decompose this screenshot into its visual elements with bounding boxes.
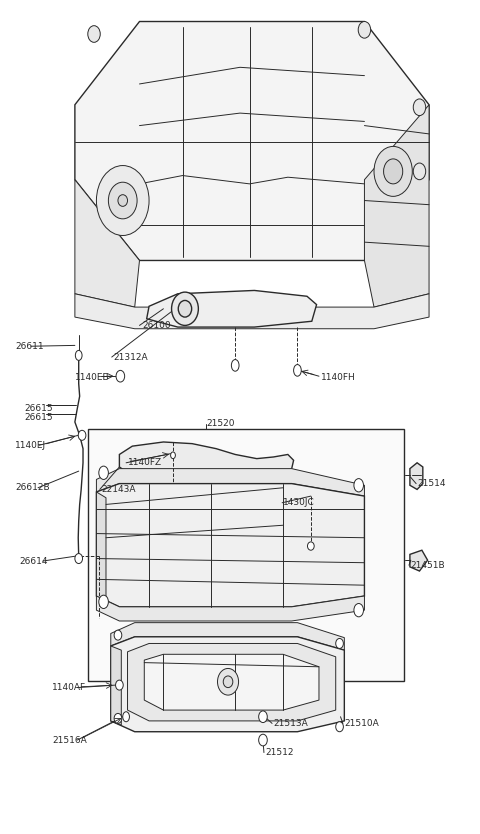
Ellipse shape bbox=[259, 734, 267, 746]
Text: 21512: 21512 bbox=[265, 748, 293, 757]
Ellipse shape bbox=[354, 604, 363, 617]
Ellipse shape bbox=[171, 292, 198, 325]
Text: 1140EB: 1140EB bbox=[75, 373, 109, 381]
Ellipse shape bbox=[123, 711, 130, 721]
Ellipse shape bbox=[336, 721, 343, 731]
Ellipse shape bbox=[259, 711, 267, 722]
Ellipse shape bbox=[99, 595, 108, 609]
Text: 21510A: 21510A bbox=[344, 719, 379, 728]
Polygon shape bbox=[96, 469, 364, 496]
Ellipse shape bbox=[170, 452, 175, 459]
Polygon shape bbox=[111, 637, 344, 731]
Ellipse shape bbox=[354, 479, 363, 492]
Ellipse shape bbox=[178, 300, 192, 317]
Ellipse shape bbox=[118, 194, 128, 206]
Polygon shape bbox=[147, 290, 317, 327]
Ellipse shape bbox=[374, 147, 412, 196]
Text: 1140AF: 1140AF bbox=[52, 683, 86, 692]
Text: 1140FH: 1140FH bbox=[322, 373, 356, 381]
Text: 21513A: 21513A bbox=[274, 719, 308, 728]
Text: 21520: 21520 bbox=[206, 420, 235, 428]
Text: 21451B: 21451B bbox=[410, 560, 444, 570]
Text: 26100: 26100 bbox=[142, 321, 170, 330]
Ellipse shape bbox=[114, 631, 122, 641]
Polygon shape bbox=[410, 463, 423, 490]
Text: 26615: 26615 bbox=[24, 404, 53, 413]
Ellipse shape bbox=[108, 182, 137, 219]
Text: 21516A: 21516A bbox=[52, 736, 87, 745]
Ellipse shape bbox=[413, 99, 426, 116]
Text: 1430JC: 1430JC bbox=[283, 498, 315, 507]
Ellipse shape bbox=[116, 370, 125, 382]
Text: 26614: 26614 bbox=[20, 556, 48, 565]
Ellipse shape bbox=[231, 359, 239, 371]
Ellipse shape bbox=[96, 166, 149, 235]
Polygon shape bbox=[111, 646, 121, 725]
Text: 22143A: 22143A bbox=[101, 485, 136, 494]
Polygon shape bbox=[111, 623, 344, 651]
Polygon shape bbox=[120, 442, 294, 480]
Ellipse shape bbox=[308, 542, 314, 550]
Ellipse shape bbox=[114, 713, 122, 723]
Ellipse shape bbox=[78, 430, 86, 440]
Ellipse shape bbox=[88, 26, 100, 43]
Text: 1140EJ: 1140EJ bbox=[15, 441, 46, 450]
Polygon shape bbox=[128, 644, 336, 721]
Polygon shape bbox=[75, 22, 429, 260]
Polygon shape bbox=[96, 492, 106, 602]
Text: 21514: 21514 bbox=[417, 479, 445, 488]
Polygon shape bbox=[144, 655, 319, 710]
Polygon shape bbox=[96, 484, 364, 607]
Ellipse shape bbox=[75, 350, 82, 360]
Text: 26612B: 26612B bbox=[15, 483, 49, 492]
Ellipse shape bbox=[217, 668, 239, 695]
Polygon shape bbox=[410, 550, 428, 571]
Polygon shape bbox=[364, 105, 429, 307]
Ellipse shape bbox=[358, 22, 371, 38]
Ellipse shape bbox=[294, 364, 301, 376]
Polygon shape bbox=[75, 179, 140, 307]
Ellipse shape bbox=[223, 676, 233, 687]
Ellipse shape bbox=[384, 159, 403, 183]
Ellipse shape bbox=[99, 466, 108, 480]
Text: 21312A: 21312A bbox=[113, 353, 148, 362]
Polygon shape bbox=[96, 596, 364, 621]
Text: 26615: 26615 bbox=[24, 413, 53, 421]
Text: 1140FZ: 1140FZ bbox=[128, 459, 162, 467]
Ellipse shape bbox=[336, 639, 343, 649]
Ellipse shape bbox=[75, 554, 83, 564]
Ellipse shape bbox=[413, 163, 426, 179]
Bar bbox=[88, 429, 404, 681]
Text: 26611: 26611 bbox=[15, 342, 44, 351]
Ellipse shape bbox=[116, 680, 123, 690]
Polygon shape bbox=[75, 294, 429, 329]
